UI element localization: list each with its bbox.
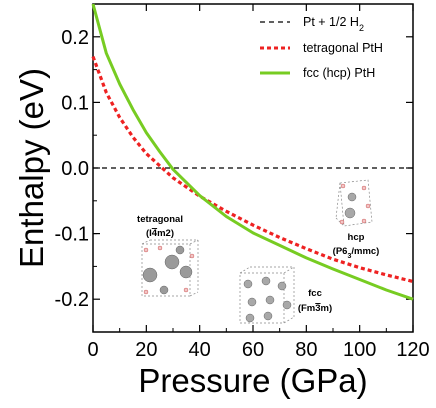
tetragonal-structure-inset: tetragonal (I4m2) xyxy=(137,214,199,297)
x-tick-label: 0 xyxy=(87,339,98,361)
series-line-2 xyxy=(91,3,414,301)
tetragonal-hydrogen-icon xyxy=(143,245,195,295)
y-tick-labels: 0.2 0.1 0.0 -0.1 -0.2 xyxy=(55,27,89,311)
y-tick-label: 0.1 xyxy=(61,92,89,114)
x-tick-label: 100 xyxy=(343,339,376,361)
y-tick-label: -0.1 xyxy=(55,224,89,246)
x-tick-label: 20 xyxy=(135,339,157,361)
y-tick-label: 0.2 xyxy=(61,27,89,49)
legend-label-tetragonal: tetragonal PtH xyxy=(303,41,383,55)
legend-label-fcc: fcc (hcp) PtH xyxy=(303,66,375,80)
tetragonal-label: tetragonal xyxy=(137,214,183,225)
fcc-cell-icon xyxy=(239,266,295,324)
hcp-spacegroup: (P63/mmc) xyxy=(333,246,380,260)
tetragonal-atoms-icon xyxy=(142,245,193,295)
series-layer xyxy=(91,3,414,301)
fcc-structure-inset: fcc (Fm3m) xyxy=(239,266,332,324)
legend-label-pt-h2: Pt + 1/2 H2 xyxy=(303,15,364,33)
y-tick-label: -0.2 xyxy=(55,289,89,311)
tetragonal-spacegroup: (I4m2) xyxy=(146,228,174,239)
hcp-atoms-icon xyxy=(344,192,357,219)
fcc-atoms-icon xyxy=(243,276,292,323)
x-tick-label: 60 xyxy=(242,339,264,361)
x-tick-label: 120 xyxy=(396,339,429,361)
x-tick-labels: 0 20 40 60 80 100 120 xyxy=(87,339,429,361)
hcp-structure-inset: hcp (P63/mmc) xyxy=(333,179,380,260)
x-tick-label: 40 xyxy=(189,339,211,361)
y-axis-title: Enthalpy (eV) xyxy=(13,68,50,268)
hcp-hydrogen-icon xyxy=(339,183,371,225)
fcc-spacegroup: (Fm3m) xyxy=(298,303,332,314)
x-tick-label: 80 xyxy=(295,339,317,361)
legend: Pt + 1/2 H2 tetragonal PtH fcc (hcp) PtH xyxy=(260,15,383,80)
hcp-label: hcp xyxy=(348,232,365,243)
tetragonal-cell-icon xyxy=(141,239,199,297)
fcc-label: fcc xyxy=(308,288,322,299)
y-tick-label: 0.0 xyxy=(61,158,89,180)
series-line-1 xyxy=(91,55,414,284)
x-axis-title: Pressure (GPa) xyxy=(138,362,367,399)
